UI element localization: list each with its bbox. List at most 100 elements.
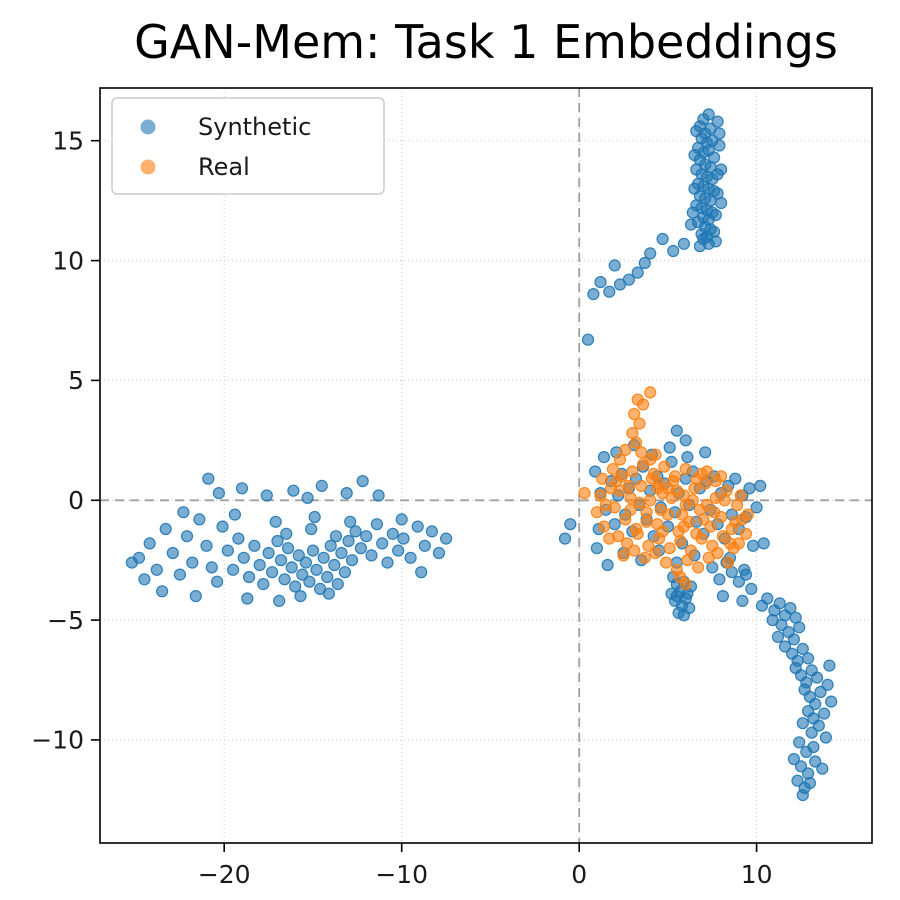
scatter-point-real <box>734 489 747 502</box>
scatter-point-synthetic <box>663 441 676 454</box>
scatter-point-real <box>622 479 636 492</box>
scatter-point-synthetic <box>342 534 355 548</box>
scatter-point-real <box>626 427 639 440</box>
scatter-point-synthetic <box>287 484 300 497</box>
scatter-point-synthetic <box>823 659 836 672</box>
scatter-point-real <box>644 494 657 507</box>
scatter-point-synthetic <box>638 256 651 270</box>
scatter-point-synthetic <box>803 776 817 790</box>
scatter-point-synthetic <box>587 288 600 301</box>
scatter-point-synthetic <box>189 589 202 603</box>
scatter-point-synthetic <box>778 640 792 653</box>
scatter-point-synthetic <box>266 566 279 579</box>
scatter-point-synthetic <box>801 652 815 665</box>
scatter-point-synthetic <box>713 127 726 140</box>
scatter-point-synthetic <box>590 542 604 555</box>
scatter-point-real <box>668 470 682 483</box>
scatter-point-synthetic <box>200 539 213 552</box>
series-synthetic <box>125 108 838 802</box>
x-tick-label: 10 <box>741 860 773 889</box>
scatter-point-synthetic <box>221 544 234 557</box>
scatter-point-real <box>649 546 662 560</box>
scatter-point-synthetic <box>329 530 343 543</box>
scatter-point-synthetic <box>392 544 405 557</box>
scatter-point-synthetic <box>328 558 341 572</box>
scatter-point-synthetic <box>280 527 293 540</box>
scatter-point-synthetic <box>670 424 683 437</box>
scatter-point-synthetic <box>308 510 321 524</box>
scatter-point-real <box>628 407 641 421</box>
scatter-point-synthetic <box>299 556 312 569</box>
scatter-point-synthetic <box>345 554 359 567</box>
scatter-point-synthetic <box>193 513 206 526</box>
legend: Synthetic Real <box>111 97 385 195</box>
scatter-point-synthetic <box>338 566 351 579</box>
scatter-point-synthetic <box>709 235 722 248</box>
scatter-point-real <box>642 539 655 552</box>
scatter-point-synthetic <box>713 139 726 152</box>
scatter-point-synthetic <box>310 563 323 576</box>
scatter-point-real <box>599 498 612 512</box>
scatter-point-synthetic <box>793 621 806 634</box>
scatter-point-synthetic <box>787 633 801 646</box>
scatter-point-real <box>659 556 673 569</box>
scatter-point-synthetic <box>750 501 763 514</box>
scatter-point-synthetic <box>766 613 779 627</box>
scatter-point-synthetic <box>404 551 417 564</box>
chart-title: GAN-Mem: Task 1 Embeddings <box>134 15 838 69</box>
scatter-point-synthetic <box>699 446 712 459</box>
scatter-point-synthetic <box>166 546 179 560</box>
scatter-point-real <box>633 417 646 430</box>
scatter-point-synthetic <box>228 508 241 521</box>
scatter-point-synthetic <box>340 487 353 500</box>
scatter-point-synthetic <box>296 568 309 581</box>
scatter-point-real <box>711 546 724 560</box>
scatter-point-real <box>704 520 717 533</box>
scatter-point-synthetic <box>425 525 438 538</box>
scatter-point-synthetic <box>702 108 715 121</box>
y-tick-label: −5 <box>47 606 84 635</box>
scatter-point-real <box>624 503 637 516</box>
reference-lines-layer <box>100 88 872 843</box>
scatter-point-synthetic <box>322 587 335 600</box>
scatter-point-synthetic <box>335 546 348 560</box>
scatter-point-synthetic <box>816 762 829 775</box>
scatter-point-synthetic <box>677 237 691 250</box>
scatter-point-synthetic <box>613 278 627 291</box>
scatter-point-synthetic <box>411 520 424 533</box>
y-tick-label: 5 <box>68 366 84 395</box>
y-tick-label: 10 <box>52 246 84 275</box>
scatter-point-synthetic <box>173 568 186 581</box>
scatter-point-synthetic <box>331 577 344 591</box>
scatter-point-real <box>596 472 609 485</box>
scatter-point-real <box>723 537 737 550</box>
scatter-point-synthetic <box>156 585 169 598</box>
scatter-point-real <box>674 534 687 548</box>
scatter-point-synthetic <box>306 544 320 557</box>
scatter-point-real <box>716 530 730 543</box>
scatter-point-synthetic <box>581 333 595 346</box>
scatter-point-synthetic <box>344 515 357 528</box>
scatter-point-real <box>656 525 669 538</box>
scatter-point-synthetic <box>372 489 385 502</box>
scatter-point-synthetic <box>608 259 621 272</box>
scatter-point-synthetic <box>736 594 749 608</box>
scatter-point-real <box>647 467 660 480</box>
scatter-point-synthetic <box>257 577 270 591</box>
legend-label-synthetic: Synthetic <box>198 113 311 141</box>
scatter-point-synthetic <box>817 707 831 720</box>
scatter-point-real <box>606 463 620 476</box>
scatter-point-real <box>679 577 692 591</box>
scatter-point-synthetic <box>773 597 786 610</box>
scatter-point-synthetic <box>305 522 318 536</box>
scatter-point-synthetic <box>594 276 607 289</box>
scatter-point-synthetic <box>709 208 722 222</box>
scatter-point-synthetic <box>810 671 824 684</box>
scatter-point-synthetic <box>688 149 701 162</box>
scatter-point-synthetic <box>796 788 809 802</box>
scatter-point-real <box>691 561 705 574</box>
scatter-point-synthetic <box>180 530 194 543</box>
scatter-point-synthetic <box>597 451 611 464</box>
scatter-point-synthetic <box>235 482 249 495</box>
